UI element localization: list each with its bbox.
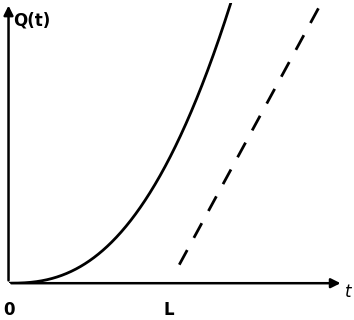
Text: t: t [345, 283, 352, 300]
Text: Q(t): Q(t) [13, 11, 51, 29]
Text: 0: 0 [3, 301, 14, 319]
Text: L: L [164, 301, 175, 319]
